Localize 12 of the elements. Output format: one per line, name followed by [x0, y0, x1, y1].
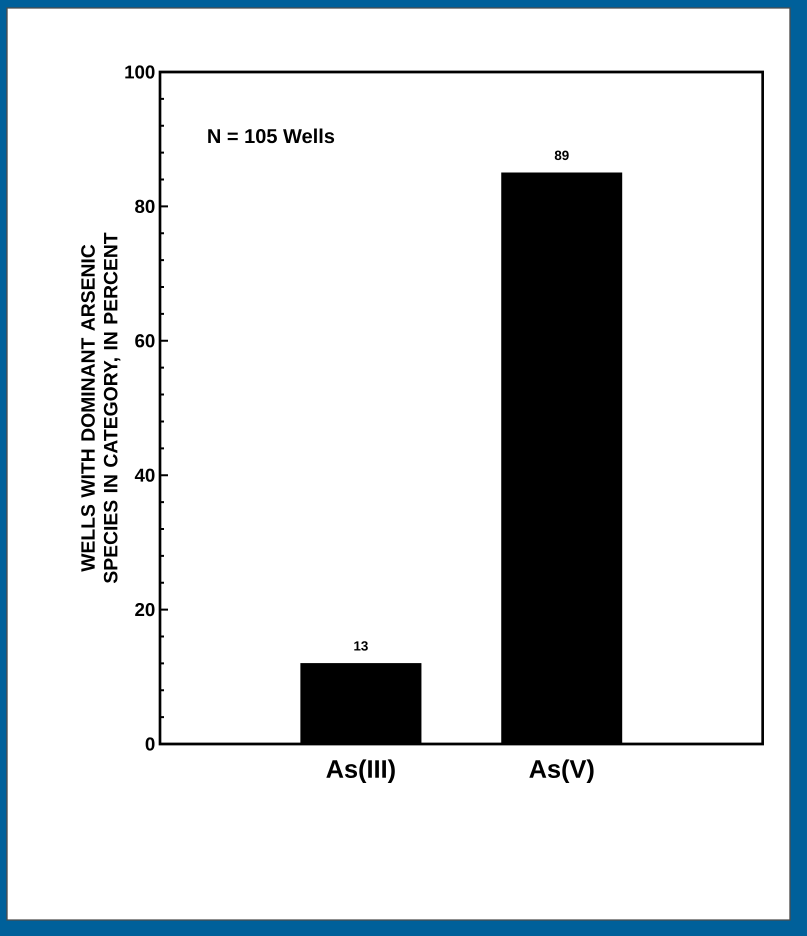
- x-tick-label: As(III): [326, 759, 395, 783]
- x-tick-label: As(V): [529, 759, 594, 783]
- y-axis-title: WELLS WITH DOMINANT ARSENIC SPECIES IN CATEGORY, IN PERCENT: [81, 232, 120, 584]
- annotation: N = 105 Wells: [208, 128, 334, 144]
- y-tick-label: 20: [135, 602, 155, 616]
- y-tick-label: 40: [134, 468, 155, 482]
- y-tick-label: 60: [135, 334, 155, 348]
- y-tick-label: 100: [125, 65, 155, 79]
- y-tick-label: 0: [146, 737, 155, 751]
- y-tick-label: 80: [135, 200, 155, 214]
- annotation: 13: [354, 641, 368, 651]
- annotation: 89: [554, 150, 569, 160]
